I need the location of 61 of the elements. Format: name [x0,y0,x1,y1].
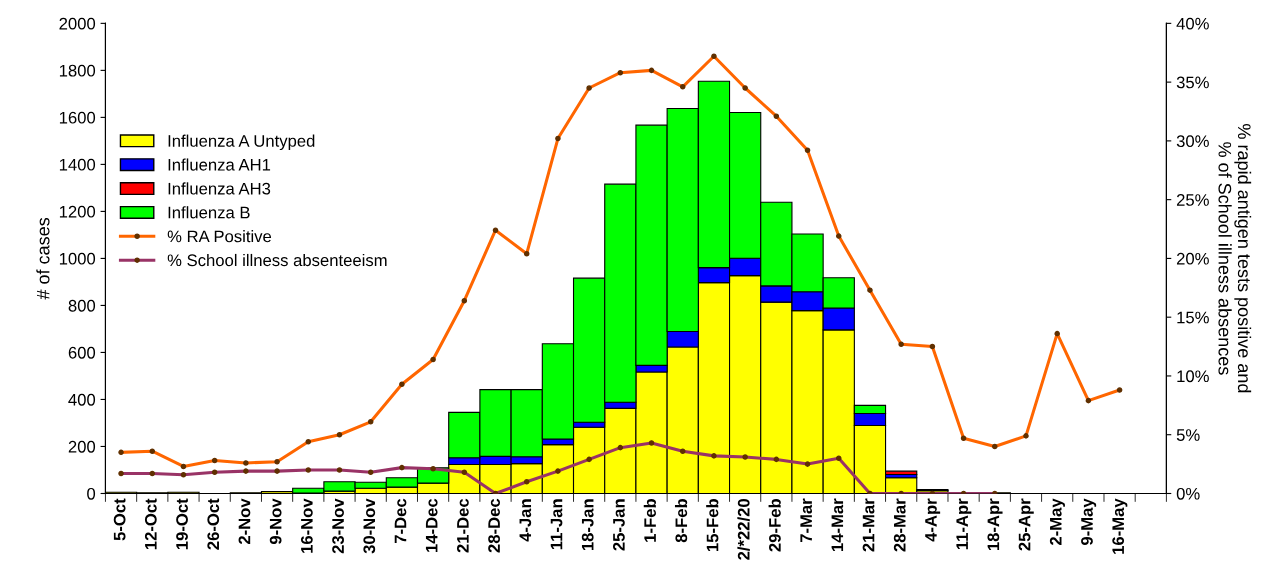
x-tick-label: 11-Apr [956,498,972,550]
x-tick-label: 21-Mar [862,498,875,552]
x-tick-label: 26-Oct [207,498,220,550]
x-tick-label: 28-Dec [488,498,500,553]
x-tick-label: 16-May [1112,498,1128,554]
legend-label: Influenza B [168,206,250,219]
x-tick-label: 9-May [1081,498,1097,545]
y2-tick-label: 0% [1176,487,1200,500]
x-tick-label: 19-Oct [176,498,188,550]
x-tick-label: 11-Jan [550,499,563,550]
y-tick-label: 1000 [59,252,96,265]
x-tick-label: 18-Apr [987,498,1003,551]
x-tick-label: 28-Mar [893,498,906,552]
x-tick-label: 2-Nov [238,498,251,545]
y-tick-label: 200 [68,440,96,453]
x-tick-label: 2/*22/20 [737,499,750,560]
y-tick-label: 800 [68,299,96,312]
y-tick-label: 1400 [59,158,96,171]
legend-label: Influenza AH3 [168,182,271,195]
x-tick-label: 4-Jan [519,499,532,542]
x-tick-label: 7-Mar [800,498,813,543]
y2-tick-label: 40% [1176,17,1209,30]
y2-axis-title: % rapid antigen tests positive and % of School illness absences [1218,124,1252,393]
x-tick-label: 5-Oct [113,498,126,541]
x-tick-label: 9-Nov [269,498,282,545]
legend-label: Influenza A Untyped [168,134,315,151]
x-tick-label: 2-May [1049,498,1065,545]
y-tick-label: 400 [68,393,96,406]
x-tick-label: 25-Apr [1018,498,1034,551]
legend-label: Influenza AH1 [168,158,271,171]
x-tick-label: 18-Jan [581,499,594,551]
x-tick-label: 15-Feb [706,499,719,552]
y2-tick-label: 15% [1177,311,1209,324]
y-tick-label: 600 [68,346,96,359]
y2-tick-label: 25% [1176,194,1209,206]
y2-tick-label: 35% [1176,76,1209,89]
x-tick-label: 23-Nov [332,498,344,554]
y-tick-label: 1800 [59,64,96,77]
legend-label: % RA Positive [167,230,272,243]
x-tick-label: 1-Feb [643,499,656,542]
x-tick-label: 14-Mar [831,498,844,552]
y2-tick-label: 30% [1176,135,1209,148]
x-tick-label: 25-Jan [613,499,625,551]
x-tick-label: 16-Nov [300,498,313,553]
x-tick-label: 30-Nov [363,498,376,554]
x-tick-label: 29-Feb [768,499,781,552]
y-tick-label: 2000 [59,17,96,30]
x-tick-label: 7-Dec [394,498,407,544]
y-tick-label: 1600 [59,111,96,124]
y-tick-label: 1200 [59,205,96,218]
x-tick-label: 8-Feb [674,499,688,543]
y-axis-title: # of cases [36,217,50,300]
x-tick-label: 12-Oct [144,498,157,550]
legend-label: % School illness absenteeism [167,253,387,267]
x-tick-label: 4-Apr [925,498,941,542]
y2-tick-label: 10% [1177,370,1209,383]
x-tick-label: 14-Dec [425,498,438,552]
y-tick-label: 0 [87,487,96,500]
y2-tick-label: 20% [1176,252,1209,265]
y2-tick-label: 5% [1176,429,1200,441]
x-tick-label: 21-Dec [456,498,469,553]
